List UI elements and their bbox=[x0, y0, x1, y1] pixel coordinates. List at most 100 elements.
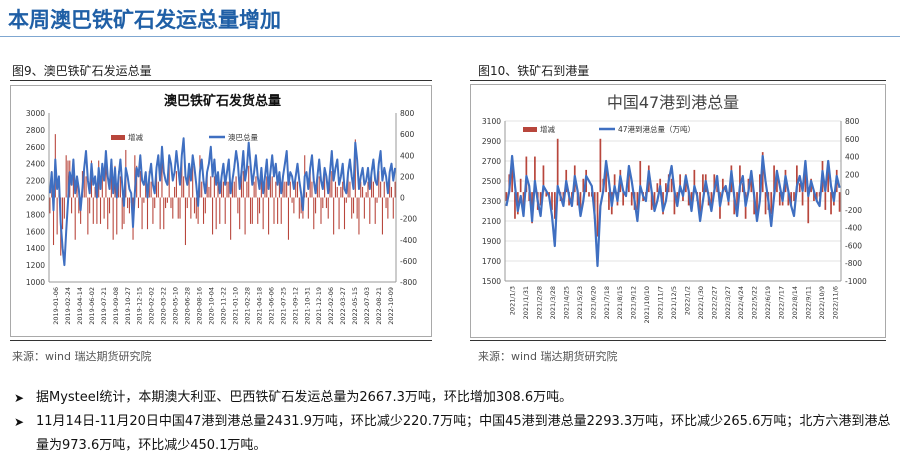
x-tick-label: 2022/5/22 bbox=[751, 286, 759, 319]
change-bar bbox=[246, 181, 248, 198]
change-bar bbox=[128, 197, 130, 214]
x-tick-label: 2020-08-16 bbox=[196, 287, 204, 325]
y-right-tick-label: -800 bbox=[400, 278, 417, 287]
x-tick-label: 2021-09-12 bbox=[291, 287, 299, 325]
change-bar bbox=[224, 197, 226, 224]
change-bar bbox=[63, 197, 65, 219]
x-tick-label: 2021/8/15 bbox=[616, 286, 624, 319]
page-title: 本周澳巴铁矿石发运总量增加 bbox=[8, 8, 281, 32]
right-chart-panel: 中国47港到港总量 1500 1700 1900 2100 2300 2500 2700 290… bbox=[470, 84, 886, 338]
change-bar bbox=[628, 165, 630, 193]
x-tick-label: 2021/4/25 bbox=[562, 286, 570, 319]
left-chart-svg: 澳巴铁矿石发货总量1000120014001600180020002200240… bbox=[26, 93, 417, 325]
y-left-tick-label: 2400 bbox=[26, 160, 45, 169]
arrow-bullet-icon: ➤ bbox=[14, 391, 25, 405]
change-bar bbox=[525, 156, 528, 193]
change-bar bbox=[204, 197, 206, 214]
y-right-tick-label: 600 bbox=[845, 135, 860, 144]
change-bar bbox=[268, 197, 270, 235]
change-bar bbox=[539, 192, 542, 206]
change-bar bbox=[343, 197, 346, 230]
change-bar bbox=[656, 183, 659, 193]
bullet-text: 11月14日-11月20日中国47港到港总量2431.9万吨，环比减少220.7… bbox=[36, 414, 891, 453]
x-tick-label: 2022/2/27 bbox=[710, 286, 718, 319]
change-bar bbox=[110, 160, 112, 198]
change-bar bbox=[787, 192, 790, 206]
change-bar bbox=[251, 197, 253, 224]
change-bar bbox=[596, 192, 599, 237]
change-bar bbox=[195, 197, 197, 219]
change-bar bbox=[206, 171, 208, 198]
change-bar bbox=[201, 181, 203, 198]
change-bar bbox=[239, 197, 241, 230]
right-figure-bottom-rule bbox=[470, 340, 886, 341]
change-bar bbox=[139, 171, 141, 198]
change-bar bbox=[121, 197, 123, 230]
change-bar bbox=[318, 176, 320, 198]
x-tick-label: 2021-12-19 bbox=[315, 287, 323, 325]
change-bar bbox=[277, 197, 279, 224]
change-bar bbox=[360, 181, 362, 198]
x-tick-label: 2019-06-02 bbox=[88, 287, 96, 325]
change-bar bbox=[608, 192, 610, 210]
change-bar bbox=[141, 197, 143, 230]
change-bar bbox=[710, 192, 713, 206]
change-bar bbox=[622, 192, 625, 206]
change-bar bbox=[338, 197, 340, 230]
change-bar bbox=[175, 171, 177, 198]
change-bar bbox=[116, 197, 118, 235]
change-bar bbox=[159, 197, 161, 230]
y-right-tick-label: -400 bbox=[845, 224, 862, 233]
x-tick-label: 2019-12-15 bbox=[136, 287, 144, 325]
y-right-tick-label: -800 bbox=[845, 259, 862, 268]
change-bar bbox=[237, 197, 239, 214]
change-bar bbox=[105, 160, 107, 198]
change-bar bbox=[750, 174, 753, 193]
left-figure-caption: 图9、澳巴铁矿石发运总量 bbox=[12, 64, 152, 78]
change-bar bbox=[588, 192, 590, 197]
left-chart-panel: 澳巴铁矿石发货总量 1000 1200 1400 1600 1800 2000 2200 240… bbox=[10, 85, 432, 337]
change-bar bbox=[367, 181, 369, 198]
right-figure-caption: 图10、铁矿石到港量 bbox=[478, 64, 590, 78]
change-bar bbox=[736, 192, 738, 210]
y-left-tick-label: 1200 bbox=[26, 261, 45, 270]
change-bar bbox=[333, 197, 335, 235]
change-bar bbox=[351, 197, 353, 219]
y-right-tick-label: 400 bbox=[400, 151, 415, 160]
change-bar bbox=[282, 176, 284, 198]
y-left-tick-label: 1600 bbox=[26, 227, 45, 236]
y-right-tick-label: -600 bbox=[845, 241, 862, 250]
change-bar bbox=[354, 139, 356, 198]
change-bar bbox=[67, 160, 69, 198]
x-tick-label: 2021/5/23 bbox=[576, 286, 584, 319]
change-bar bbox=[146, 197, 149, 230]
change-bar bbox=[112, 197, 114, 240]
change-bar bbox=[89, 197, 91, 214]
change-bar bbox=[352, 197, 355, 214]
change-bar bbox=[309, 171, 311, 198]
change-bar bbox=[511, 161, 513, 193]
change-bar bbox=[242, 171, 244, 198]
change-bar bbox=[296, 181, 299, 198]
x-tick-label: 2022/3/27 bbox=[724, 286, 732, 319]
change-bar bbox=[52, 197, 55, 246]
change-bar bbox=[582, 178, 585, 193]
change-bar bbox=[371, 176, 373, 198]
change-bar bbox=[240, 176, 243, 198]
x-tick-label: 2019-10-27 bbox=[124, 287, 132, 325]
x-tick-label: 2021/12/5 bbox=[670, 286, 678, 319]
legend-bar-label: 增减 bbox=[128, 132, 143, 142]
y-left-tick-label: 2000 bbox=[26, 194, 45, 203]
change-bar bbox=[383, 181, 385, 198]
x-tick-label: 2022-02-06 bbox=[327, 287, 335, 325]
change-bar bbox=[145, 181, 147, 198]
change-bar bbox=[163, 197, 165, 230]
change-bar bbox=[137, 197, 140, 209]
change-bar bbox=[244, 197, 246, 235]
change-bar bbox=[94, 186, 96, 198]
bullet-text: 据Mysteel统计，本期澳大利亚、巴西铁矿石发运总量为2667.3万吨，环比增… bbox=[36, 390, 573, 405]
change-bar bbox=[381, 197, 383, 235]
change-bar bbox=[165, 197, 167, 209]
change-bar bbox=[392, 197, 394, 219]
change-bar bbox=[257, 197, 259, 224]
